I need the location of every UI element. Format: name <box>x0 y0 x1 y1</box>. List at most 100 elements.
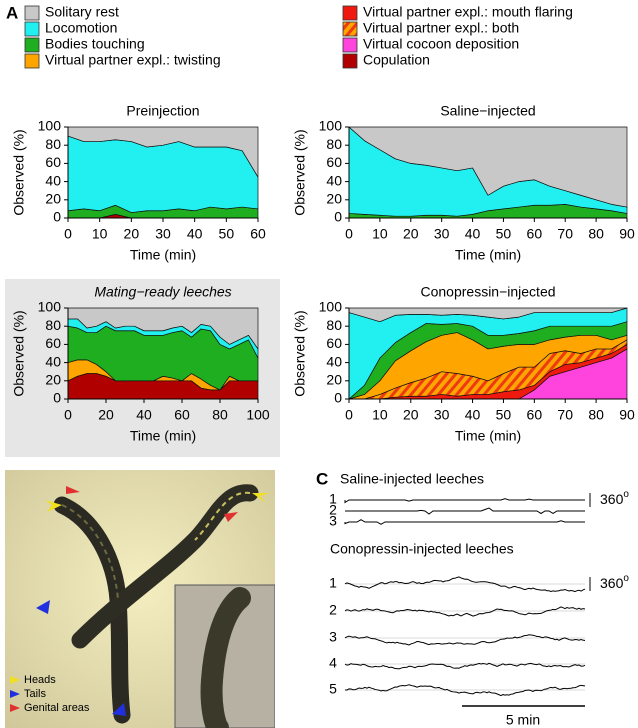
y-tick-label: 20 <box>45 191 61 207</box>
y-tick-label: 40 <box>45 172 61 188</box>
x-axis-label: Time (min) <box>455 428 521 444</box>
x-tick-label: 90 <box>619 407 635 423</box>
y-tick-label: 0 <box>53 390 61 406</box>
x-tick-label: 60 <box>527 407 543 423</box>
legend-swatch <box>25 38 39 52</box>
y-tick-label: 20 <box>45 372 61 388</box>
legend-swatch <box>25 54 39 68</box>
x-tick-label: 0 <box>345 407 353 423</box>
x-tick-label: 80 <box>588 226 604 242</box>
trace-label: 4 <box>329 655 337 671</box>
x-tick-label: 70 <box>557 226 573 242</box>
chart-title: Preinjection <box>126 103 199 119</box>
y-tick-label: 60 <box>45 335 61 351</box>
x-tick-label: 80 <box>212 407 228 423</box>
y-tick-label: 80 <box>326 317 342 333</box>
x-tick-label: 30 <box>434 407 450 423</box>
figure: A B C Heads Tails Genital areas Saline-i… <box>0 0 638 728</box>
y-axis-label: Observed (%) <box>11 310 27 396</box>
x-tick-label: 0 <box>64 407 72 423</box>
chart-title: Mating−ready leeches <box>94 284 231 300</box>
trace-label: 2 <box>329 602 337 618</box>
trace-title: Conopressin-injected leeches <box>330 541 514 557</box>
time-scale-label: 5 min <box>506 712 540 728</box>
y-tick-label: 40 <box>45 353 61 369</box>
y-tick-label: 0 <box>53 209 61 225</box>
legend-label: Virtual cocoon deposition <box>363 36 519 52</box>
angle-scale-value: 360 <box>600 491 624 507</box>
x-tick-label: 20 <box>403 407 419 423</box>
y-tick-label: 100 <box>38 118 62 134</box>
x-tick-label: 10 <box>372 407 388 423</box>
y-tick-label: 100 <box>319 299 343 315</box>
x-tick-label: 90 <box>619 226 635 242</box>
y-tick-label: 40 <box>326 353 342 369</box>
x-tick-label: 30 <box>155 226 171 242</box>
angle-scale-unit: o <box>623 573 629 584</box>
legend-label: Locomotion <box>45 20 117 36</box>
y-tick-label: 0 <box>334 390 342 406</box>
y-tick-label: 60 <box>326 335 342 351</box>
legend-label: Virtual partner expl.: mouth flaring <box>363 4 573 20</box>
trace <box>345 499 585 503</box>
y-tick-label: 60 <box>326 154 342 170</box>
trace <box>345 508 585 514</box>
y-tick-label: 20 <box>326 191 342 207</box>
y-tick-label: 0 <box>334 209 342 225</box>
angle-scale: 360o <box>600 573 629 591</box>
trace-label: 3 <box>329 513 337 529</box>
x-tick-label: 30 <box>434 226 450 242</box>
legend-label: Solitary rest <box>45 4 119 20</box>
x-tick-label: 60 <box>174 407 190 423</box>
trace <box>345 635 585 645</box>
chart-title: Conopressin−injected <box>420 284 555 300</box>
y-tick-label: 80 <box>326 136 342 152</box>
legend-label: Bodies touching <box>45 36 145 52</box>
legend-label: Virtual partner expl.: both <box>363 20 519 36</box>
x-tick-label: 10 <box>372 226 388 242</box>
x-tick-label: 0 <box>64 226 72 242</box>
legend-swatch <box>343 22 357 36</box>
x-axis-label: Time (min) <box>130 428 196 444</box>
x-tick-label: 20 <box>98 407 114 423</box>
legend-label: Copulation <box>363 52 430 68</box>
x-tick-label: 40 <box>187 226 203 242</box>
panel-label: C <box>316 469 328 488</box>
y-tick-label: 20 <box>326 372 342 388</box>
trace-title: Saline-injected leeches <box>340 471 484 487</box>
x-tick-label: 40 <box>465 226 481 242</box>
legend-label: Virtual partner expl.: twisting <box>45 52 221 68</box>
x-tick-label: 60 <box>527 226 543 242</box>
legend-swatch <box>343 38 357 52</box>
x-axis-label: Time (min) <box>130 247 196 263</box>
x-tick-label: 20 <box>403 226 419 242</box>
legend-swatch <box>25 22 39 36</box>
trace <box>345 607 585 616</box>
angle-scale-unit: o <box>623 489 629 500</box>
x-tick-label: 10 <box>92 226 108 242</box>
x-tick-label: 100 <box>246 407 270 423</box>
photo-legend: Tails <box>24 688 47 700</box>
photo-legend: Heads <box>24 674 56 686</box>
panel-label: A <box>6 3 18 22</box>
legend-swatch <box>25 6 39 20</box>
y-tick-label: 80 <box>45 317 61 333</box>
x-axis-label: Time (min) <box>455 247 521 263</box>
y-axis-label: Observed (%) <box>292 129 308 215</box>
photo-legend: Genital areas <box>24 702 90 714</box>
y-axis-label: Observed (%) <box>11 129 27 215</box>
y-tick-label: 100 <box>38 299 62 315</box>
x-tick-label: 0 <box>345 226 353 242</box>
x-tick-label: 20 <box>124 226 140 242</box>
trace-label: 5 <box>329 681 337 697</box>
legend-swatch <box>343 54 357 68</box>
chart-title: Saline−injected <box>440 103 535 119</box>
x-tick-label: 80 <box>588 407 604 423</box>
y-tick-label: 80 <box>45 136 61 152</box>
y-tick-label: 60 <box>45 154 61 170</box>
x-tick-label: 40 <box>136 407 152 423</box>
trace-label: 1 <box>329 575 337 591</box>
y-axis-label: Observed (%) <box>292 310 308 396</box>
x-tick-label: 70 <box>557 407 573 423</box>
trace <box>345 520 585 525</box>
